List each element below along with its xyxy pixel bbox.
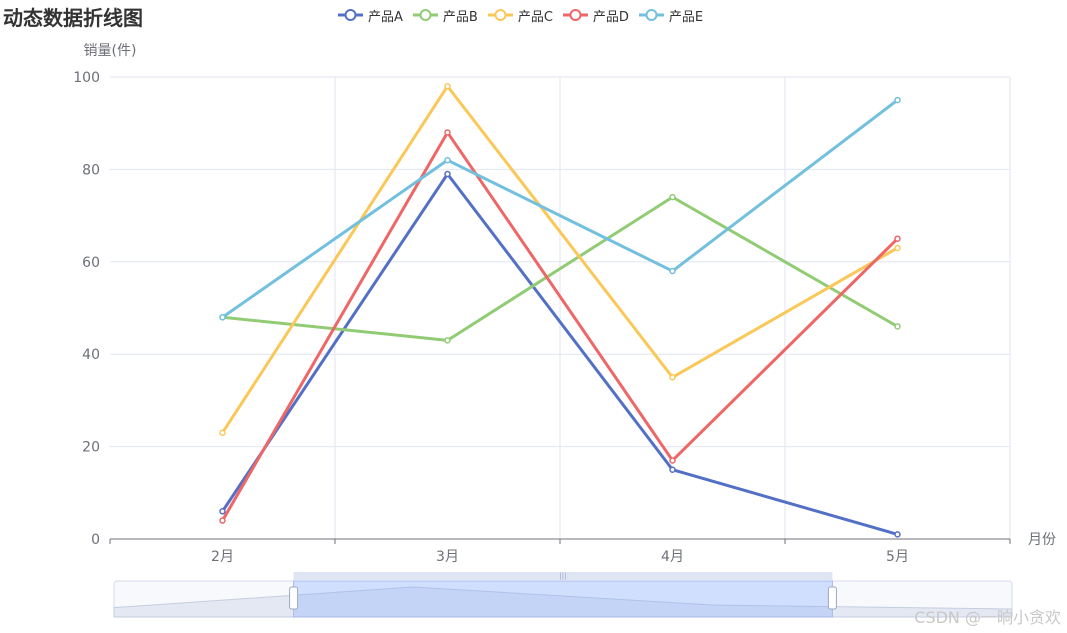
data-point[interactable] [669, 193, 676, 201]
data-point[interactable] [444, 170, 451, 178]
legend-item[interactable]: 产品C [487, 6, 553, 25]
x-tick-label: 2月 [211, 549, 234, 565]
y-tick-label: 60 [82, 255, 100, 271]
legend-line-icon [412, 9, 438, 21]
x-tick-label: 5月 [886, 549, 909, 565]
data-point[interactable] [894, 244, 901, 252]
y-tick-label: 0 [91, 532, 100, 548]
legend-item[interactable]: 产品D [562, 6, 629, 25]
legend-label: 产品C [517, 9, 553, 25]
data-zoom-slider[interactable]: ||| [113, 572, 1013, 618]
legend-label: 产品D [592, 9, 629, 25]
axes: 0 20 40 60 80 100 2月 3月 4月 5月 月份 销量(件) [73, 43, 1056, 565]
legend-item[interactable]: 产品A [338, 6, 403, 25]
x-tick-label: 4月 [661, 549, 684, 565]
series-5 [219, 96, 901, 321]
data-point[interactable] [894, 96, 901, 104]
y-tick-label: 100 [73, 70, 100, 86]
zoom-preview-area [113, 586, 1013, 618]
series-line [221, 173, 898, 536]
zoom-handle-start[interactable] [289, 586, 299, 610]
data-point[interactable] [894, 531, 901, 538]
series-4 [219, 129, 901, 524]
data-point[interactable] [894, 323, 901, 330]
data-point[interactable] [219, 313, 226, 321]
data-point[interactable] [669, 466, 676, 473]
data-point[interactable] [894, 235, 901, 242]
legend-label: 产品E [668, 9, 704, 25]
legend-line-icon [338, 9, 363, 21]
zoom-handle-end[interactable] [827, 586, 837, 610]
legend: 产品A 产品B 产品C 产品D 产品E [338, 4, 713, 26]
legend-line-icon [562, 9, 588, 21]
data-point[interactable] [219, 517, 226, 524]
series-3 [219, 82, 901, 436]
data-point[interactable] [444, 129, 451, 136]
data-point[interactable] [219, 429, 226, 436]
data-point[interactable] [444, 337, 451, 344]
legend-line-icon [487, 9, 513, 21]
x-axis-label: 月份 [1028, 532, 1056, 548]
legend-line-icon [638, 9, 664, 21]
data-point[interactable] [219, 508, 226, 515]
data-point[interactable] [669, 267, 676, 275]
series-line [221, 131, 899, 522]
data-point[interactable] [444, 156, 451, 164]
series-1 [219, 170, 901, 538]
chart-title: 动态数据折线图 [3, 6, 143, 30]
legend-item[interactable]: 产品E [638, 6, 704, 25]
data-point[interactable] [669, 457, 676, 464]
series-line [221, 85, 899, 434]
grid-lines [110, 76, 1011, 539]
y-axis-label: 销量(件) [84, 43, 137, 59]
zoom-move-bar[interactable] [293, 572, 833, 580]
data-point[interactable] [669, 374, 676, 381]
y-tick-label: 40 [82, 347, 100, 363]
legend-label: 产品A [368, 9, 403, 25]
watermark: CSDN @一晌小贪欢 [914, 608, 1061, 627]
series-lines [219, 82, 901, 538]
zoom-grip-icon: ||| [559, 572, 566, 580]
legend-label: 产品B [442, 9, 478, 25]
y-tick-label: 80 [82, 162, 100, 178]
zoom-window[interactable] [293, 580, 833, 618]
x-tick-label: 3月 [436, 549, 459, 565]
data-point[interactable] [444, 82, 451, 90]
legend-item[interactable]: 产品B [412, 6, 478, 25]
y-tick-label: 20 [82, 440, 100, 456]
series-line [221, 98, 899, 319]
